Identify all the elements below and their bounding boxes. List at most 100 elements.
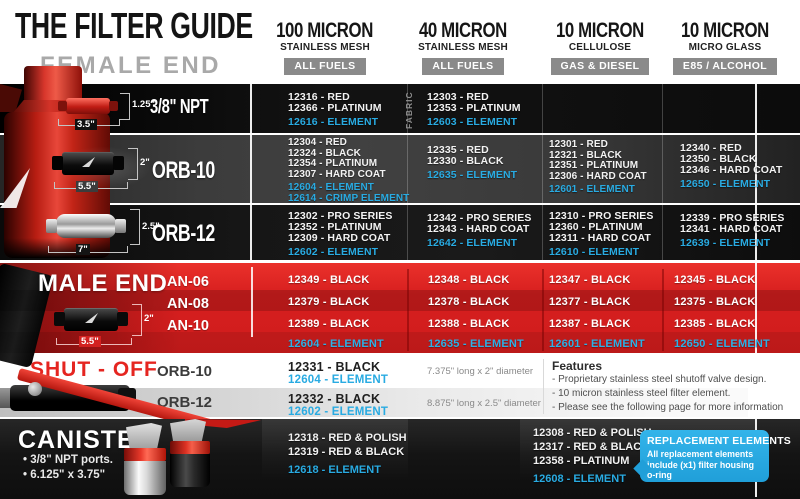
divider [250,84,252,260]
column-title: 40 MICRON [419,19,507,42]
part-number: 12378 - BLACK [428,296,510,308]
filter-body [56,214,116,238]
fabric-note: FABRIC [404,91,414,129]
part-number: 12375 - BLACK [674,296,756,308]
filter-fitting [109,101,118,111]
row-orb10-background [0,135,800,203]
column-title: 10 MICRON [681,19,769,42]
divider [755,263,757,353]
part-number: 12321 - BLACK [549,149,622,161]
part-number: 12332 - BLACK [288,392,381,406]
filter-fitting [58,101,67,111]
part-number: 12348 - BLACK [428,274,510,286]
part-number: 12385 - BLACK [674,318,756,330]
part-number: 12316 - RED [288,91,350,103]
filter-fitting [52,156,63,170]
column-header-40-micron: 40 MICRON STAINLESS MESH ALL FUELS [393,20,533,75]
column-title: 100 MICRON [276,19,374,42]
part-number: 12388 - BLACK [428,318,510,330]
element-number: 12602 - ELEMENT [288,246,379,258]
fuel-badge: ALL FUELS [422,58,504,75]
divider [407,84,408,260]
dimension-label: 1.25" [132,99,155,110]
parts-cell: 12316 - RED 12366 - PLATINUM 12616 - ELE… [288,92,382,128]
part-number: 12331 - BLACK [288,360,381,374]
feature-item: - 10 micron stainless steel filter eleme… [552,388,731,399]
column-header-10-micron-glass: 10 MICRON MICRO GLASS E85 / ALCOHOL [655,20,795,75]
callout-title: REPLACEMENT ELEMENTS [647,435,792,447]
part-number: 12377 - BLACK [549,296,631,308]
features-list: - Proprietary stainless steel shutoff va… [552,373,783,415]
parts-cell: 12318 - RED & POLISH 12319 - RED & BLACK… [288,431,407,477]
an-filter-photo: 2" 5.5" [54,300,154,350]
element-number: 12650 - ELEMENT [674,338,770,350]
part-number: 12339 - PRO SERIES [680,212,785,224]
parts-cell: 12302 - PRO SERIES 12352 - PLATINUM 1230… [288,211,393,258]
replacement-elements-callout: REPLACEMENT ELEMENTS All replacement ele… [633,430,792,482]
part-number: 12360 - PLATINUM [549,221,643,233]
element-number: 12635 - ELEMENT [428,338,524,350]
fuel-badge: E85 / ALCOHOL [672,58,778,75]
dimension-label: 5.5" [76,181,98,192]
canister-bullets: • 3/8" NPT ports. • 6.125" x 3.75" [23,453,113,482]
row-label-orb10: ORB-10 [152,157,215,184]
element-number: 12635 - ELEMENT [427,169,518,181]
orb10-filter-photo: 2" 5.5" [52,144,152,192]
column-subtitle: STAINLESS MESH [418,42,508,53]
part-number: 12303 - RED [427,91,489,103]
divider [755,84,757,260]
part-number: 12349 - BLACK [288,274,370,286]
parts-cell: 12335 - RED 12330 - BLACK 12635 - ELEMEN… [427,145,517,181]
page-title: THE FILTER GUIDE [15,5,253,46]
divider [662,84,663,260]
element-number: 12601 - ELEMENT [549,184,635,196]
canister-photo-wing [0,84,22,112]
element-number: 12610 - ELEMENT [549,246,640,258]
part-number: 12387 - BLACK [549,318,631,330]
row-label-npt: 3/8" NPT [150,96,209,118]
size-note: 7.375" long x 2" diameter [427,366,534,377]
part-number: 12379 - BLACK [288,296,370,308]
column-subtitle: MICRO GLASS [688,42,762,53]
part-number: 12309 - HARD COAT [288,232,391,244]
filter-fitting [46,219,57,233]
row-label-an06: AN-06 [167,274,209,290]
filter-fitting [113,156,124,170]
dimension-label: 2.5" [142,221,160,232]
shut-off-title: SHUT - OFF [30,358,158,381]
divider [542,84,543,260]
row-label-orb12: ORB-12 [157,394,213,411]
filter-fitting [117,312,128,326]
element-number: 12608 - ELEMENT [533,473,626,485]
feature-item: - Please see the following page for more… [552,402,784,413]
dimension-line [130,209,140,245]
part-number: 12317 - RED & BLACK [533,441,650,453]
element-number: 12603 - ELEMENT [427,116,518,128]
part-number: 12343 - HARD COAT [427,223,530,235]
element-number: 12616 - ELEMENT [288,116,379,128]
feature-item: - Proprietary stainless steel shutoff va… [552,374,767,385]
part-number: 12304 - RED [288,137,347,148]
features-title: Features [552,359,603,373]
row-orb12-background [0,205,800,260]
part-number: 12353 - PLATINUM [427,102,521,114]
element-number: 12639 - ELEMENT [680,237,771,249]
dimension-label: 2" [144,313,154,324]
part-number: 12330 - BLACK [427,155,504,167]
part-number: 12346 - HARD COAT [680,164,783,176]
filter-fitting [115,219,126,233]
part-number: 12319 - RED & BLACK [288,446,405,458]
part-number: 12350 - BLACK [680,153,757,165]
canister-polish-photo [124,461,166,495]
column-header-100-micron: 100 MICRON STAINLESS MESH ALL FUELS [255,20,395,75]
parts-cell: 12303 - RED 12353 - PLATINUM 12603 - ELE… [427,92,521,128]
column-subtitle: STAINLESS MESH [280,42,370,53]
element-number: 12602 - ELEMENT [288,406,389,418]
parts-cell: 12310 - PRO SERIES 12360 - PLATINUM 1231… [549,211,654,258]
dimension-label: 2" [140,157,150,168]
canister-black-photo [170,454,210,487]
fuel-badge: GAS & DIESEL [550,58,650,75]
part-number: 12335 - RED [427,144,489,156]
valve-pivot [28,382,42,396]
